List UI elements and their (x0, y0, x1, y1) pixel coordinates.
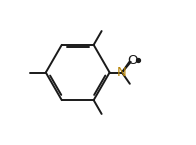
Text: N: N (117, 66, 127, 79)
Text: O: O (127, 54, 138, 67)
